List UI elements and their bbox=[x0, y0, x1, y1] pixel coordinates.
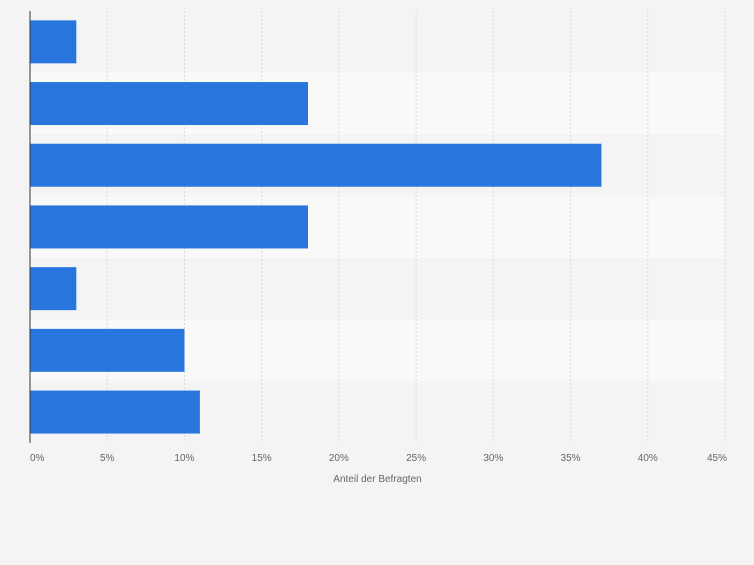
row-band bbox=[30, 257, 725, 320]
row-bands bbox=[30, 11, 725, 443]
bar bbox=[30, 328, 185, 372]
bar bbox=[30, 390, 200, 434]
x-tick-label: 30% bbox=[483, 453, 503, 464]
x-tick-labels: 0% 5% 10% 15% 20% 25% 30% 35% 40% 45% bbox=[30, 453, 727, 464]
x-tick-label: 15% bbox=[252, 453, 272, 464]
bars bbox=[30, 20, 602, 434]
x-tick-label: 25% bbox=[406, 453, 426, 464]
bar bbox=[30, 20, 77, 64]
x-tick-label: 40% bbox=[638, 453, 658, 464]
x-tick-label: 35% bbox=[561, 453, 581, 464]
x-tick-label: 45% bbox=[707, 453, 727, 464]
row-band bbox=[30, 11, 725, 73]
bar bbox=[30, 205, 308, 249]
x-tick-label: 10% bbox=[174, 453, 194, 464]
x-tick-label: 5% bbox=[100, 453, 115, 464]
bar bbox=[30, 267, 77, 311]
bar bbox=[30, 143, 602, 187]
x-tick-label: 0% bbox=[30, 453, 45, 464]
x-axis-label: Anteil der Befragten bbox=[333, 474, 421, 485]
bar bbox=[30, 82, 308, 126]
x-tick-label: 20% bbox=[329, 453, 349, 464]
